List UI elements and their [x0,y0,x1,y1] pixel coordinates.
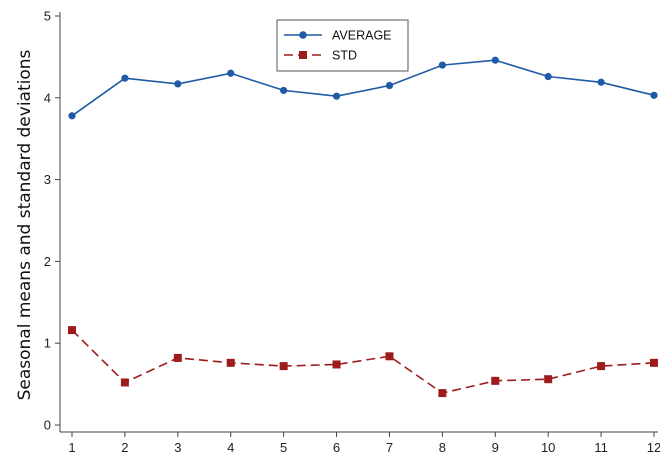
data-point-std [226,358,235,367]
x-tick-label: 3 [174,440,181,455]
data-point-average [68,112,76,120]
legend-marker-average [299,31,307,39]
data-point-average [544,72,552,81]
data-point-std [385,352,394,361]
data-point-average [491,56,499,64]
y-tick-label: 0 [44,418,51,433]
data-point-average [438,61,446,69]
x-tick-label: 12 [647,440,660,455]
y-tick-label: 5 [44,9,51,24]
data-point-std [438,389,447,398]
y-axis-title: Seasonal means and standard deviations [15,49,35,400]
data-point-std [544,375,553,384]
x-tick-label: 7 [386,440,393,455]
x-tick-label: 1 [68,440,75,455]
x-tick-label: 9 [492,440,499,455]
legend-marker-std [299,51,307,59]
x-tick-label: 6 [333,440,340,455]
data-point-average [280,86,288,95]
data-point-std [173,353,182,362]
data-point-average [597,78,605,86]
legend-box [276,19,409,72]
data-point-average [385,81,394,90]
x-tick-label: 4 [227,440,234,455]
y-tick-label: 2 [44,254,51,269]
series-line-std [71,329,655,394]
x-tick-label: 10 [541,440,555,455]
data-point-std [68,326,76,335]
data-point-std [279,362,288,371]
data-point-average [227,69,235,77]
legend-label-average: AVERAGE [332,29,392,43]
data-point-std [332,360,341,369]
x-tick-label: 8 [439,440,446,455]
legend: AVERAGE STD [276,19,409,72]
data-point-average [332,92,341,100]
x-tick-label: 2 [121,440,128,455]
y-tick-label: 1 [44,336,51,351]
x-tick-label: 5 [280,440,287,455]
data-point-std [597,362,606,371]
data-point-average [121,74,129,82]
data-point-average [174,80,182,88]
legend-label-std: STD [332,49,357,63]
plot-area [68,56,658,398]
data-point-std [491,376,500,385]
data-point-average [650,91,658,99]
y-tick-label: 3 [44,172,51,187]
data-point-std [650,358,658,367]
series-line-average [71,59,655,117]
x-tick-label: 11 [594,440,608,455]
data-point-std [120,378,129,387]
y-tick-label: 4 [44,90,51,105]
